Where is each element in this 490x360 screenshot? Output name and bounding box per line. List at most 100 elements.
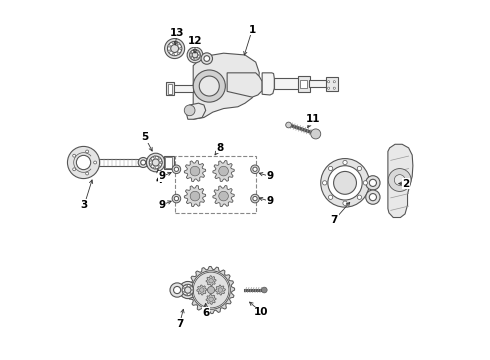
Circle shape — [388, 168, 411, 192]
Text: 10: 10 — [254, 307, 269, 317]
Circle shape — [357, 195, 362, 199]
Bar — [168, 84, 172, 94]
Circle shape — [209, 279, 213, 283]
Circle shape — [328, 195, 333, 199]
Circle shape — [174, 197, 178, 201]
Polygon shape — [215, 285, 225, 295]
Circle shape — [363, 181, 368, 185]
Circle shape — [73, 154, 75, 157]
Circle shape — [322, 181, 327, 185]
Circle shape — [177, 42, 180, 45]
Text: 7: 7 — [331, 215, 338, 225]
Circle shape — [369, 194, 376, 201]
Circle shape — [190, 191, 200, 201]
Circle shape — [327, 87, 330, 89]
Circle shape — [190, 285, 192, 287]
Circle shape — [86, 172, 89, 175]
Circle shape — [153, 167, 155, 169]
Circle shape — [253, 197, 257, 201]
Circle shape — [333, 87, 335, 89]
Circle shape — [172, 53, 174, 56]
Text: 8: 8 — [217, 143, 223, 153]
Circle shape — [197, 50, 199, 53]
Circle shape — [311, 129, 321, 139]
Text: 3: 3 — [81, 200, 88, 210]
Circle shape — [204, 56, 210, 62]
Circle shape — [321, 158, 369, 207]
Circle shape — [193, 58, 195, 60]
Text: 2: 2 — [402, 179, 409, 189]
Polygon shape — [186, 103, 206, 119]
Circle shape — [190, 166, 200, 176]
Circle shape — [76, 156, 91, 170]
Circle shape — [158, 157, 160, 159]
Bar — [170, 85, 193, 93]
Circle shape — [394, 175, 405, 185]
Circle shape — [186, 294, 188, 296]
FancyBboxPatch shape — [326, 77, 338, 91]
Circle shape — [171, 45, 178, 53]
Circle shape — [184, 105, 195, 116]
Text: 9: 9 — [267, 171, 273, 181]
Circle shape — [149, 156, 162, 169]
Circle shape — [168, 50, 171, 53]
Circle shape — [192, 289, 194, 291]
FancyBboxPatch shape — [298, 76, 310, 92]
Polygon shape — [213, 185, 234, 207]
Circle shape — [207, 287, 215, 294]
Circle shape — [197, 58, 199, 59]
Polygon shape — [388, 144, 413, 217]
Text: 4: 4 — [156, 175, 163, 185]
Circle shape — [199, 76, 220, 96]
Circle shape — [366, 176, 380, 190]
Circle shape — [366, 190, 380, 204]
Circle shape — [173, 287, 181, 294]
Circle shape — [172, 41, 174, 44]
Circle shape — [179, 47, 182, 50]
Circle shape — [328, 166, 333, 171]
Text: 7: 7 — [176, 319, 183, 329]
Circle shape — [343, 201, 347, 205]
Text: 12: 12 — [188, 36, 202, 46]
Polygon shape — [262, 73, 274, 95]
Circle shape — [333, 81, 335, 83]
Circle shape — [179, 282, 196, 298]
Circle shape — [193, 272, 229, 308]
Circle shape — [193, 70, 225, 102]
Circle shape — [182, 287, 184, 289]
Circle shape — [193, 50, 195, 51]
Text: 9: 9 — [159, 171, 166, 181]
Text: 13: 13 — [170, 28, 184, 38]
Circle shape — [174, 167, 178, 171]
Circle shape — [68, 147, 99, 179]
Circle shape — [147, 153, 165, 172]
Circle shape — [170, 283, 184, 297]
Circle shape — [369, 179, 376, 186]
Circle shape — [94, 161, 97, 164]
Polygon shape — [193, 53, 259, 119]
Circle shape — [218, 288, 222, 292]
Polygon shape — [197, 285, 207, 295]
Text: 5: 5 — [141, 132, 148, 142]
Text: 9: 9 — [267, 197, 273, 206]
Circle shape — [149, 159, 152, 161]
Circle shape — [182, 284, 194, 296]
Circle shape — [190, 52, 192, 54]
Circle shape — [198, 54, 200, 56]
Circle shape — [73, 168, 75, 171]
Circle shape — [199, 288, 204, 292]
Circle shape — [149, 164, 152, 166]
Bar — [274, 78, 301, 89]
Bar — [300, 80, 307, 88]
Circle shape — [187, 47, 203, 63]
Circle shape — [219, 191, 228, 201]
Circle shape — [334, 171, 356, 194]
Circle shape — [172, 194, 181, 203]
Polygon shape — [227, 73, 262, 97]
Circle shape — [327, 81, 330, 83]
Circle shape — [190, 50, 200, 60]
Circle shape — [251, 194, 259, 203]
Circle shape — [201, 53, 213, 64]
Circle shape — [190, 293, 192, 295]
Circle shape — [262, 287, 267, 293]
